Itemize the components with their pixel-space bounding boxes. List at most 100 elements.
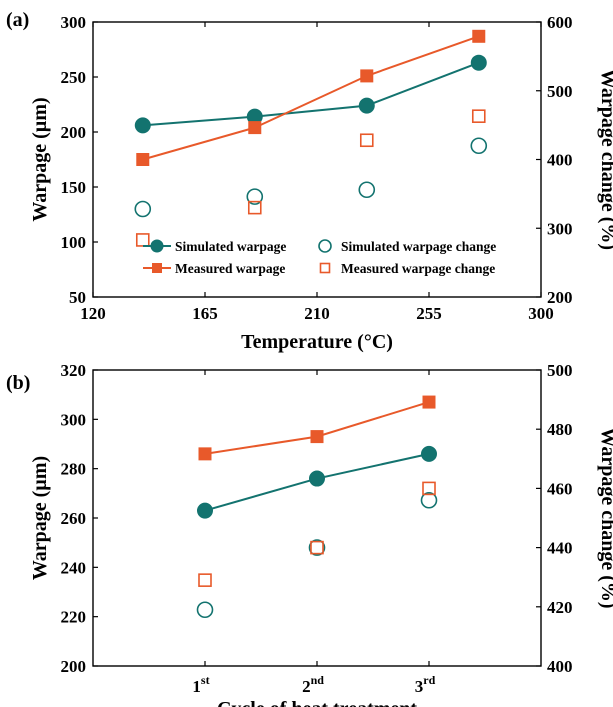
data-point xyxy=(310,430,324,444)
series-measured-warpage-change xyxy=(198,481,436,587)
y2-tick-label: 500 xyxy=(547,82,573,101)
series-line xyxy=(204,401,430,455)
legend-label: Simulated warpage xyxy=(175,239,286,254)
data-point xyxy=(422,395,436,409)
chart-panel-a: (a)120 165 210 255 3005010015020025030020030… xyxy=(6,9,613,353)
y2-tick-label: 300 xyxy=(547,219,573,238)
data-point xyxy=(248,121,262,135)
x-tick-label-base: 2 xyxy=(302,677,311,696)
y2-tick-label: 400 xyxy=(547,151,573,170)
y2-tick-label: 440 xyxy=(547,539,573,558)
data-point xyxy=(472,29,486,43)
legend-marker xyxy=(318,239,332,253)
y2-axis-title: Warpage change (%) xyxy=(597,427,613,608)
y-tick-label: 320 xyxy=(61,361,87,380)
y-axis-title: Warpage (µm) xyxy=(29,456,51,580)
data-point xyxy=(196,601,214,619)
legend-label: Measured warpage change xyxy=(341,261,495,276)
y-tick-label: 300 xyxy=(61,13,87,32)
y-tick-label: 50 xyxy=(69,288,86,307)
series-simulated-warpage xyxy=(197,445,437,519)
panel-label: (b) xyxy=(6,372,30,394)
chart-panel-b: (b) 1st 2nd 3rd 200 220 240 260 280 300 320 400 420 4… xyxy=(6,361,613,707)
data-point xyxy=(134,117,151,134)
y-axis-title: Warpage (µm) xyxy=(29,97,51,221)
legend-marker xyxy=(150,239,164,253)
y2-axis-title: Warpage change (%) xyxy=(597,69,613,250)
x-tick-label: 165 xyxy=(192,304,218,323)
y-tick-label: 200 xyxy=(61,123,87,142)
x-tick-label: 300 xyxy=(528,304,554,323)
y-tick-label: 260 xyxy=(61,509,87,528)
series-simulated-warpage-change xyxy=(196,491,438,619)
x-tick-label-sup: rd xyxy=(423,673,435,687)
y2-tick-label: 460 xyxy=(547,479,573,498)
series-simulated-warpage-change xyxy=(134,137,488,218)
data-point xyxy=(420,491,438,509)
data-point xyxy=(471,109,486,123)
series-measured-warpage xyxy=(198,395,436,461)
legend-entry: Simulated warpage xyxy=(143,239,286,254)
data-point xyxy=(358,97,375,114)
data-point xyxy=(422,481,436,496)
y-tick-label: 100 xyxy=(61,233,87,252)
y-tick-label: 220 xyxy=(61,608,87,627)
y2-tick-label: 200 xyxy=(547,288,573,307)
data-point xyxy=(470,54,487,71)
plot-frame xyxy=(92,369,542,667)
data-point xyxy=(135,233,150,247)
y2-tick-label: 420 xyxy=(547,598,573,617)
legend-entry: Measured warpage change xyxy=(319,261,495,276)
x-tick-label: 120 xyxy=(80,304,106,323)
data-point xyxy=(308,539,326,556)
legend-label: Measured warpage xyxy=(175,261,285,276)
x-tick-label-base: 1 xyxy=(192,677,201,696)
x-axis-title: Temperature (°C) xyxy=(241,331,393,353)
x-tick-label: 210 xyxy=(304,304,330,323)
data-point xyxy=(310,540,324,555)
data-point xyxy=(134,200,152,218)
legend-entry: Simulated warpage change xyxy=(318,239,496,254)
x-tick-label: 255 xyxy=(416,304,442,323)
data-point xyxy=(359,133,374,148)
y2-tick-label: 480 xyxy=(547,420,573,439)
series-simulated-warpage xyxy=(134,54,487,134)
legend-entry: Measured warpage xyxy=(143,261,285,276)
data-point xyxy=(470,137,488,155)
x-tick-label: 3rd xyxy=(415,673,436,696)
data-point xyxy=(246,188,264,205)
data-point xyxy=(247,200,262,215)
x-tick-label: 1st xyxy=(192,673,209,696)
y-tick-label: 300 xyxy=(61,410,87,429)
y2-tick-label: 600 xyxy=(547,13,573,32)
data-point xyxy=(309,470,325,487)
x-tick-label: 2nd xyxy=(302,673,324,696)
x-axis-title: Cycle of heat treatment xyxy=(217,698,417,707)
data-point xyxy=(136,153,150,166)
y-tick-label: 240 xyxy=(61,558,87,577)
x-tick-label-base: 3 xyxy=(415,677,424,696)
series-line xyxy=(142,35,480,161)
data-point xyxy=(358,181,376,199)
x-tick-label-sup: st xyxy=(201,673,210,687)
data-point xyxy=(360,69,374,83)
y2-tick-label: 400 xyxy=(547,657,573,676)
legend-marker xyxy=(319,262,331,274)
y2-tick-label: 500 xyxy=(547,361,573,380)
legend-label: Simulated warpage change xyxy=(341,239,496,254)
series-line xyxy=(142,61,480,127)
legend-marker xyxy=(152,263,162,273)
data-point xyxy=(198,447,212,461)
y-tick-label: 280 xyxy=(61,460,87,479)
y-tick-label: 250 xyxy=(61,68,87,87)
data-point xyxy=(421,445,437,462)
panel-label: (a) xyxy=(6,9,29,31)
legend: Simulated warpage Simulated warpage chang… xyxy=(143,239,496,276)
data-point xyxy=(197,502,213,519)
series-measured-warpage-change xyxy=(135,109,486,247)
x-tick-label-sup: nd xyxy=(311,673,325,687)
y-tick-label: 150 xyxy=(61,178,87,197)
data-point xyxy=(198,573,212,587)
series-measured-warpage xyxy=(136,29,486,166)
